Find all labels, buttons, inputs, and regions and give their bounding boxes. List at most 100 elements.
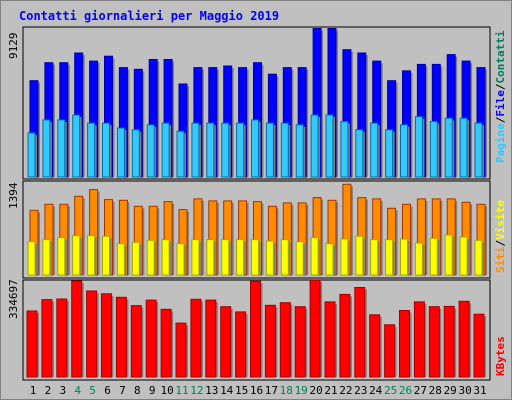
bar-kbytes-28 [428, 306, 440, 378]
bar-kbytes-5 [86, 290, 98, 378]
x-tick-label-3: 3 [59, 384, 66, 397]
bar-kbytes-2 [41, 299, 53, 378]
bar-kbytes-30 [458, 300, 470, 378]
bar-kbytes-6 [101, 293, 112, 378]
bar-pagine-7 [116, 127, 125, 178]
bar-visite-14 [221, 239, 230, 276]
x-tick-label-10: 10 [160, 384, 173, 397]
bar-kbytes-22 [339, 293, 351, 378]
bar-kbytes-25 [384, 324, 396, 378]
x-tick-label-17: 17 [265, 384, 278, 397]
panel-sites-max-label: 1394 [7, 182, 20, 209]
bar-kbytes-7 [115, 296, 127, 378]
bar-visite-22 [340, 238, 349, 276]
x-tick-label-21: 21 [324, 384, 337, 397]
bar-pagine-2 [42, 119, 51, 178]
x-tick-label-31: 31 [473, 384, 486, 397]
bar-pagine-19 [295, 124, 304, 178]
legend-pagine: Pagine [494, 123, 507, 163]
bar-visite-30 [459, 236, 468, 276]
bar-visite-4 [72, 235, 81, 276]
bar-kbytes-20 [309, 279, 321, 378]
bar-pagine-23 [355, 129, 364, 178]
x-labels-layer: 1 2 3 4 5 6 7 8 9 10 11 12 13 14 15 16 17 18 19 20 21 22 23 24 2… [30, 384, 487, 397]
bar-kbytes-29 [443, 305, 455, 378]
x-tick-label-16: 16 [250, 384, 263, 397]
bar-visite-24 [370, 239, 379, 276]
bar-pagine-31 [474, 122, 483, 178]
bar-visite-15 [236, 239, 245, 276]
bar-kbytes-18 [279, 302, 291, 378]
x-tick-label-6: 6 [104, 384, 111, 397]
bar-visite-25 [385, 239, 394, 276]
legend-siti: Siti [494, 246, 507, 273]
x-tick-label-13: 13 [205, 384, 218, 397]
bar-visite-1 [27, 241, 36, 276]
bar-visite-27 [414, 242, 423, 276]
bar-visite-29 [444, 234, 453, 276]
x-tick-label-2: 2 [45, 384, 52, 397]
bar-pagine-8 [131, 129, 140, 178]
bar-kbytes-14 [220, 306, 232, 378]
bar-visite-8 [131, 241, 140, 276]
bar-kbytes-19 [294, 306, 306, 378]
x-tick-label-28: 28 [429, 384, 442, 397]
x-tick-label-20: 20 [309, 384, 322, 397]
legend-visite: Visite [494, 200, 507, 240]
bar-pagine-17 [265, 122, 274, 178]
x-tick-label-25: 25 [384, 384, 397, 397]
bar-pagine-28 [429, 121, 438, 178]
panel-hits-max-label: 9129 [7, 33, 20, 60]
bar-kbytes-17 [264, 304, 276, 378]
bar-pagine-6 [102, 122, 110, 178]
x-tick-label-19: 19 [295, 384, 308, 397]
x-tick-label-30: 30 [458, 384, 471, 397]
bar-kbytes-27 [413, 301, 425, 378]
bar-pagine-9 [146, 124, 155, 178]
x-tick-label-22: 22 [339, 384, 352, 397]
bar-pagine-4 [72, 114, 81, 178]
x-tick-label-14: 14 [220, 384, 234, 397]
x-tick-label-26: 26 [399, 384, 412, 397]
bar-pagine-29 [444, 117, 453, 178]
bar-visite-18 [280, 239, 289, 276]
x-tick-label-11: 11 [175, 384, 188, 397]
legend-hits: Pagine/File/Contatti [494, 30, 507, 163]
bar-kbytes-23 [354, 287, 366, 378]
bar-kbytes-8 [130, 305, 142, 378]
bar-kbytes-16 [250, 280, 261, 378]
bar-kbytes-12 [190, 298, 202, 378]
bar-visite-2 [42, 239, 51, 276]
x-tick-label-15: 15 [235, 384, 248, 397]
bar-pagine-1 [27, 132, 36, 178]
x-tick-label-18: 18 [280, 384, 293, 397]
bar-pagine-21 [325, 114, 334, 178]
bar-visite-13 [206, 239, 215, 276]
x-tick-label-24: 24 [369, 384, 383, 397]
legend-sep-1: / [494, 116, 507, 123]
bar-pagine-14 [221, 122, 230, 178]
bar-pagine-16 [251, 119, 259, 178]
bar-visite-11 [176, 243, 185, 276]
bar-pagine-11 [176, 130, 185, 178]
bar-pagine-25 [385, 129, 394, 178]
x-tick-label-23: 23 [354, 384, 367, 397]
bar-pagine-30 [459, 117, 468, 178]
bar-pagine-20 [310, 114, 319, 178]
x-tick-label-7: 7 [119, 384, 126, 397]
x-tick-label-12: 12 [190, 384, 203, 397]
bar-visite-16 [251, 239, 259, 276]
bar-visite-9 [146, 239, 155, 276]
bar-kbytes-13 [205, 299, 217, 378]
bar-pagine-26 [400, 124, 408, 178]
x-tick-label-9: 9 [149, 384, 156, 397]
x-tick-label-8: 8 [134, 384, 141, 397]
bar-pagine-15 [236, 122, 245, 178]
bar-pagine-27 [414, 116, 423, 178]
bar-kbytes-24 [369, 314, 381, 378]
bar-kbytes-1 [26, 310, 38, 378]
bar-visite-21 [325, 243, 334, 276]
bar-visite-20 [310, 237, 319, 276]
